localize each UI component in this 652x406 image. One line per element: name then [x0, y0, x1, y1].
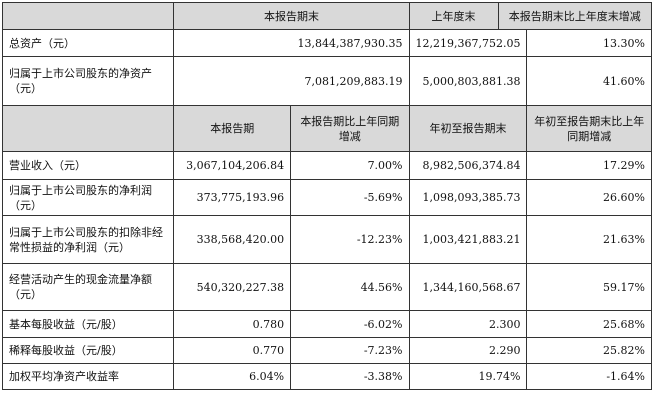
row-label: 加权平均净资产收益率	[1, 363, 175, 390]
balance-header-row: 本报告期末 上年度末 本报告期末比上年度末增减	[1, 2, 652, 30]
header-year-to-date: 年初至报告期末	[408, 105, 528, 152]
table-row: 加权平均净资产收益率 6.04% -3.38% 19.74% -1.64%	[1, 363, 652, 390]
header-period-end: 本报告期末	[173, 2, 410, 30]
cell-value: -7.23%	[290, 337, 410, 364]
cell-value: 1,344,160,568.67	[408, 263, 528, 311]
cell-value: 26.60%	[526, 179, 652, 216]
cell-value: 6.04%	[173, 363, 292, 390]
row-label: 经营活动产生的现金流量净额（元）	[1, 263, 175, 311]
cell-value: 540,320,227.38	[173, 263, 292, 311]
table-row: 归属于上市公司股东的扣除非经常性损益的净利润（元） 338,568,420.00…	[1, 215, 652, 264]
cell-value: -1.64%	[526, 363, 652, 390]
header-blank	[1, 2, 175, 30]
table-row: 归属于上市公司股东的净资产（元） 7,081,209,883.19 5,000,…	[1, 56, 652, 106]
cell-value: 1,098,093,385.73	[408, 179, 528, 216]
cell-value: 338,568,420.00	[173, 215, 292, 264]
cell-value: 0.770	[173, 337, 292, 364]
header-period-change: 本报告期比上年同期增减	[290, 105, 410, 152]
header-change-vs-prior-year-end: 本报告期末比上年度末增减	[497, 2, 652, 30]
cell-value: 3,067,104,206.84	[173, 151, 292, 180]
header-current-period: 本报告期	[173, 105, 292, 152]
cell-value: 7.00%	[290, 151, 410, 180]
cell-value: -3.38%	[290, 363, 410, 390]
cell-value: 5,000,803,881.38	[408, 56, 528, 106]
financial-table: 本报告期末 上年度末 本报告期末比上年度末增减 总资产（元） 13,844,38…	[1, 2, 652, 390]
cell-value: 19.74%	[408, 363, 528, 390]
row-label: 基本每股收益（元/股）	[1, 310, 175, 338]
row-label: 归属于上市公司股东的净资产（元）	[1, 56, 175, 106]
header-blank	[1, 105, 175, 152]
cell-value: -6.02%	[290, 310, 410, 338]
cell-value: 41.60%	[526, 56, 652, 106]
cell-value: 373,775,193.96	[173, 179, 292, 216]
cell-value: 13,844,387,930.35	[173, 29, 410, 57]
cell-value: 25.82%	[526, 337, 652, 364]
cell-value: 0.780	[173, 310, 292, 338]
cell-value: 7,081,209,883.19	[173, 56, 410, 106]
cell-value: 1,003,421,883.21	[408, 215, 528, 264]
row-label: 稀释每股收益（元/股）	[1, 337, 175, 364]
row-label: 总资产（元）	[1, 29, 175, 57]
cell-value: 2.300	[408, 310, 528, 338]
financial-summary: 本报告期末 上年度末 本报告期末比上年度末增减 总资产（元） 13,844,38…	[1, 2, 652, 390]
table-row: 基本每股收益（元/股） 0.780 -6.02% 2.300 25.68%	[1, 310, 652, 338]
table-row: 总资产（元） 13,844,387,930.35 12,219,367,752.…	[1, 29, 652, 57]
cell-value: 12,219,367,752.05	[408, 29, 528, 57]
table-row: 稀释每股收益（元/股） 0.770 -7.23% 2.290 25.82%	[1, 337, 652, 364]
cell-value: 59.17%	[526, 263, 652, 311]
cell-value: 21.63%	[526, 215, 652, 264]
row-label: 归属于上市公司股东的净利润（元）	[1, 179, 175, 216]
cell-value: 44.56%	[290, 263, 410, 311]
cell-value: 8,982,506,374.84	[408, 151, 528, 180]
income-header-row: 本报告期 本报告期比上年同期增减 年初至报告期末 年初至报告期末比上年同期增减	[1, 105, 652, 152]
cell-value: 25.68%	[526, 310, 652, 338]
cell-value: 2.290	[408, 337, 528, 364]
table-row: 经营活动产生的现金流量净额（元） 540,320,227.38 44.56% 1…	[1, 263, 652, 311]
cell-value: 17.29%	[526, 151, 652, 180]
cell-value: -12.23%	[290, 215, 410, 264]
cell-value: -5.69%	[290, 179, 410, 216]
table-row: 归属于上市公司股东的净利润（元） 373,775,193.96 -5.69% 1…	[1, 179, 652, 216]
header-prior-year-end: 上年度末	[408, 2, 499, 30]
header-ytd-change: 年初至报告期末比上年同期增减	[526, 105, 652, 152]
row-label: 营业收入（元）	[1, 151, 175, 180]
row-label: 归属于上市公司股东的扣除非经常性损益的净利润（元）	[1, 215, 175, 264]
cell-value: 13.30%	[526, 29, 652, 57]
table-row: 营业收入（元） 3,067,104,206.84 7.00% 8,982,506…	[1, 151, 652, 180]
